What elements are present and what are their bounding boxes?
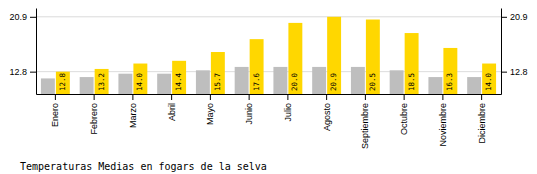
tick: Diciembre bbox=[477, 94, 487, 144]
bar bbox=[196, 70, 210, 94]
tick-label: Abril bbox=[167, 103, 177, 121]
tick-mark bbox=[210, 94, 211, 100]
data-label: 20.9 bbox=[329, 73, 338, 91]
x-axis: Enero Febrero Marzo Abril Mayo Junio Julio Agos… bbox=[37, 94, 502, 149]
bar bbox=[172, 61, 186, 94]
tick-label: Marzo bbox=[128, 103, 138, 128]
tick-mark bbox=[404, 94, 405, 100]
data-label: 17.6 bbox=[252, 72, 261, 91]
tick: Febrero bbox=[89, 94, 99, 135]
tick: Mayo bbox=[205, 94, 215, 125]
bar bbox=[327, 17, 341, 94]
title: Temperaturas Medias en fogars de la selv… bbox=[20, 161, 267, 172]
tick-label: 20.9 bbox=[9, 12, 27, 22]
bar bbox=[443, 48, 457, 94]
tick-mark bbox=[365, 94, 366, 100]
data-label: 15.7 bbox=[213, 73, 222, 91]
bar bbox=[273, 67, 287, 94]
bars bbox=[41, 17, 496, 94]
data-label: 20.5 bbox=[368, 73, 377, 91]
tick-mark bbox=[442, 94, 443, 100]
tick-label: 20.9 bbox=[510, 12, 528, 22]
bar bbox=[351, 67, 365, 94]
bar bbox=[250, 39, 264, 94]
tick-mark bbox=[171, 94, 172, 100]
tick: Septiembre bbox=[360, 94, 370, 149]
tick-label: 12.8 bbox=[9, 67, 27, 77]
data-label: 14.4 bbox=[174, 72, 183, 91]
tick: 20.9 bbox=[501, 12, 528, 22]
bar bbox=[428, 77, 442, 94]
tick: 12.8 bbox=[501, 67, 528, 77]
data-label: 18.5 bbox=[407, 73, 416, 91]
grid bbox=[36, 17, 501, 72]
tick: Enero bbox=[50, 94, 60, 127]
data-label: 14.0 bbox=[135, 72, 144, 91]
tick-label: Noviembre bbox=[438, 103, 448, 147]
bar bbox=[157, 74, 171, 94]
bar bbox=[80, 77, 94, 94]
tick-mark bbox=[287, 94, 288, 100]
y-axis-left: 12.8 20.9 bbox=[9, 9, 36, 95]
tick: Noviembre bbox=[438, 94, 448, 147]
tick-label: Mayo bbox=[205, 103, 215, 125]
tick-mark bbox=[132, 94, 133, 100]
tick: Marzo bbox=[128, 94, 138, 128]
tick-mark bbox=[30, 72, 36, 73]
bar bbox=[133, 64, 147, 94]
tick-mark bbox=[501, 17, 507, 18]
tick-mark bbox=[501, 72, 507, 73]
tick-mark bbox=[94, 94, 95, 100]
tick-label: Diciembre bbox=[477, 103, 487, 144]
data-label: 20.0 bbox=[290, 72, 299, 91]
tick-mark bbox=[249, 94, 250, 100]
chart-svg: 12.8 13.2 14.0 14.4 15.7 17.6 20.0 20.9 20.5 18.5… bbox=[0, 0, 537, 174]
bar bbox=[56, 72, 70, 94]
tick-label: Agosto bbox=[322, 103, 332, 131]
bar bbox=[312, 67, 326, 94]
tick: Junio bbox=[244, 94, 254, 125]
tick-label: Julio bbox=[283, 103, 293, 122]
bar-series bbox=[56, 17, 496, 94]
y-axis-right: 12.8 20.9 bbox=[501, 9, 528, 95]
tick-label: 12.8 bbox=[510, 67, 528, 77]
tick-mark bbox=[55, 94, 56, 100]
bar bbox=[482, 64, 496, 94]
bar bbox=[390, 70, 404, 94]
tick-mark bbox=[326, 94, 327, 100]
tick-mark bbox=[30, 17, 36, 18]
axis-line bbox=[501, 9, 502, 95]
data-label: 12.8 bbox=[58, 72, 67, 91]
tick-label: Octubre bbox=[399, 103, 409, 135]
tick: Agosto bbox=[322, 94, 332, 131]
grid-line bbox=[36, 16, 501, 17]
bar bbox=[95, 69, 109, 94]
bar bbox=[118, 74, 132, 94]
tick: 12.8 bbox=[9, 67, 36, 77]
chart-container: 12.8 13.2 14.0 14.4 15.7 17.6 20.0 20.9 20.5 18.5… bbox=[0, 0, 537, 174]
bar bbox=[211, 52, 225, 94]
data-label: 13.2 bbox=[97, 73, 106, 91]
tick-label: Enero bbox=[50, 103, 60, 127]
tick: Julio bbox=[283, 94, 293, 122]
bar bbox=[288, 23, 302, 94]
data-labels: 12.8 13.2 14.0 14.4 15.7 17.6 20.0 20.9 20.5 18.5… bbox=[58, 72, 493, 91]
tick-mark bbox=[481, 94, 482, 100]
bar bbox=[235, 67, 249, 94]
axis-line bbox=[36, 9, 37, 95]
bar bbox=[467, 77, 481, 94]
bar bbox=[405, 33, 419, 94]
tick: Abril bbox=[167, 94, 177, 121]
tick-label: Septiembre bbox=[360, 103, 370, 149]
tick: Octubre bbox=[399, 94, 409, 135]
tick-label: Febrero bbox=[89, 103, 99, 135]
data-label: 16.3 bbox=[445, 73, 454, 91]
tick-label: Junio bbox=[244, 103, 254, 125]
data-label: 14.0 bbox=[484, 72, 493, 91]
bar bbox=[41, 78, 55, 94]
bar bbox=[366, 20, 380, 94]
tick: 20.9 bbox=[9, 12, 36, 22]
axis-line bbox=[37, 94, 502, 95]
